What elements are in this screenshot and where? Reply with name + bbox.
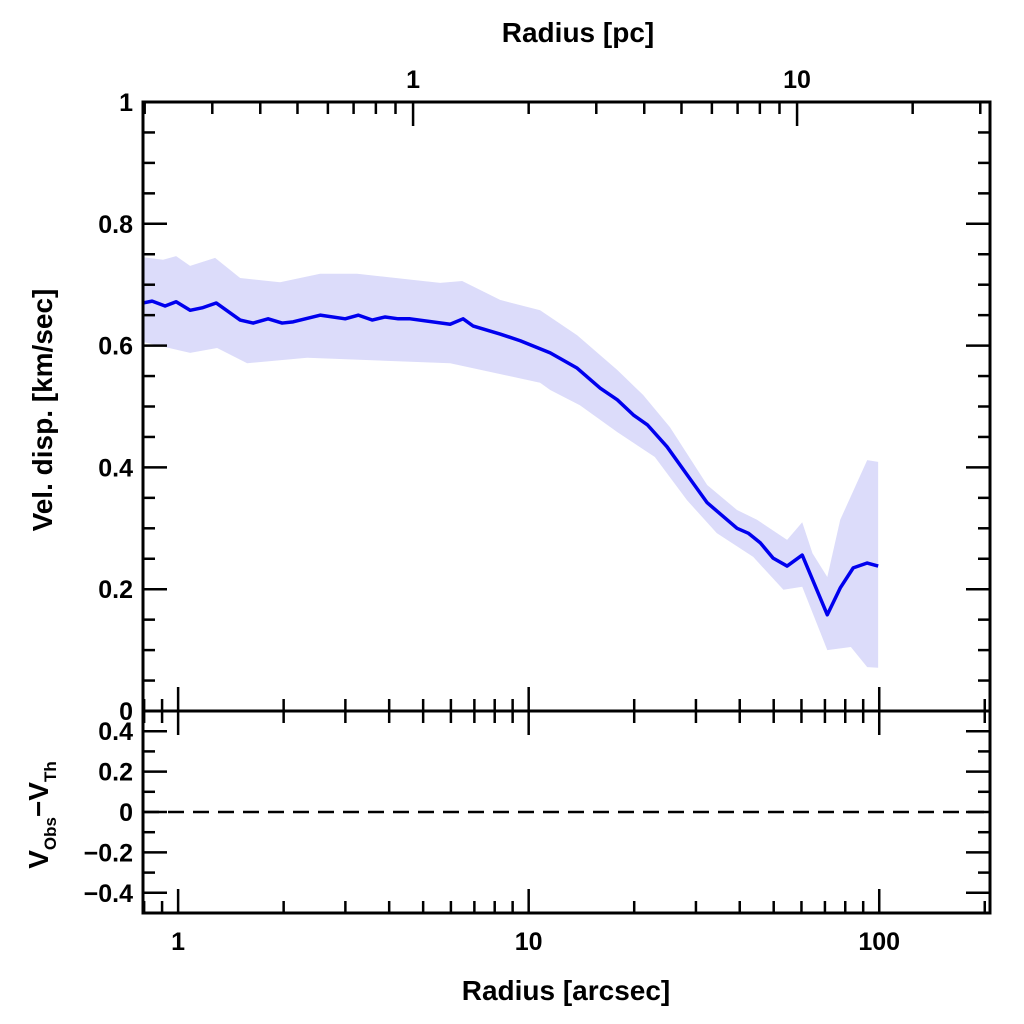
error-band [143,256,879,668]
residual-y-tick-label: 0 [119,799,133,827]
x-axis-label: Radius [arcsec] [462,975,671,1006]
y-tick-label: 0.8 [98,211,133,239]
residual-y-tick-label: 0.4 [98,718,133,746]
residual-y-tick-label: −0.2 [84,839,133,867]
residual-y-tick-label: 0.2 [98,759,133,787]
top-x-axis-label: Radius [pc] [502,17,654,48]
top-x-tick-label: 10 [783,66,811,94]
y-tick-label: 0 [119,698,133,726]
y-tick-label: 0.4 [98,454,133,482]
x-tick-label: 10 [515,928,543,956]
x-tick-label: 1 [171,928,185,956]
y-tick-label: 1 [119,89,133,117]
y-tick-label: 0.2 [98,576,133,604]
y-tick-label: 0.6 [98,333,133,361]
x-tick-label: 100 [858,928,900,956]
residual-y-axis-label: VObs−VTh [23,761,60,869]
dispersion-line [142,299,879,617]
top-x-tick-label: 1 [406,66,420,94]
y-axis-label: Vel. disp. [km/sec] [27,289,58,532]
residual-panel-frame [141,709,992,915]
residual-y-tick-label: −0.4 [84,880,133,908]
